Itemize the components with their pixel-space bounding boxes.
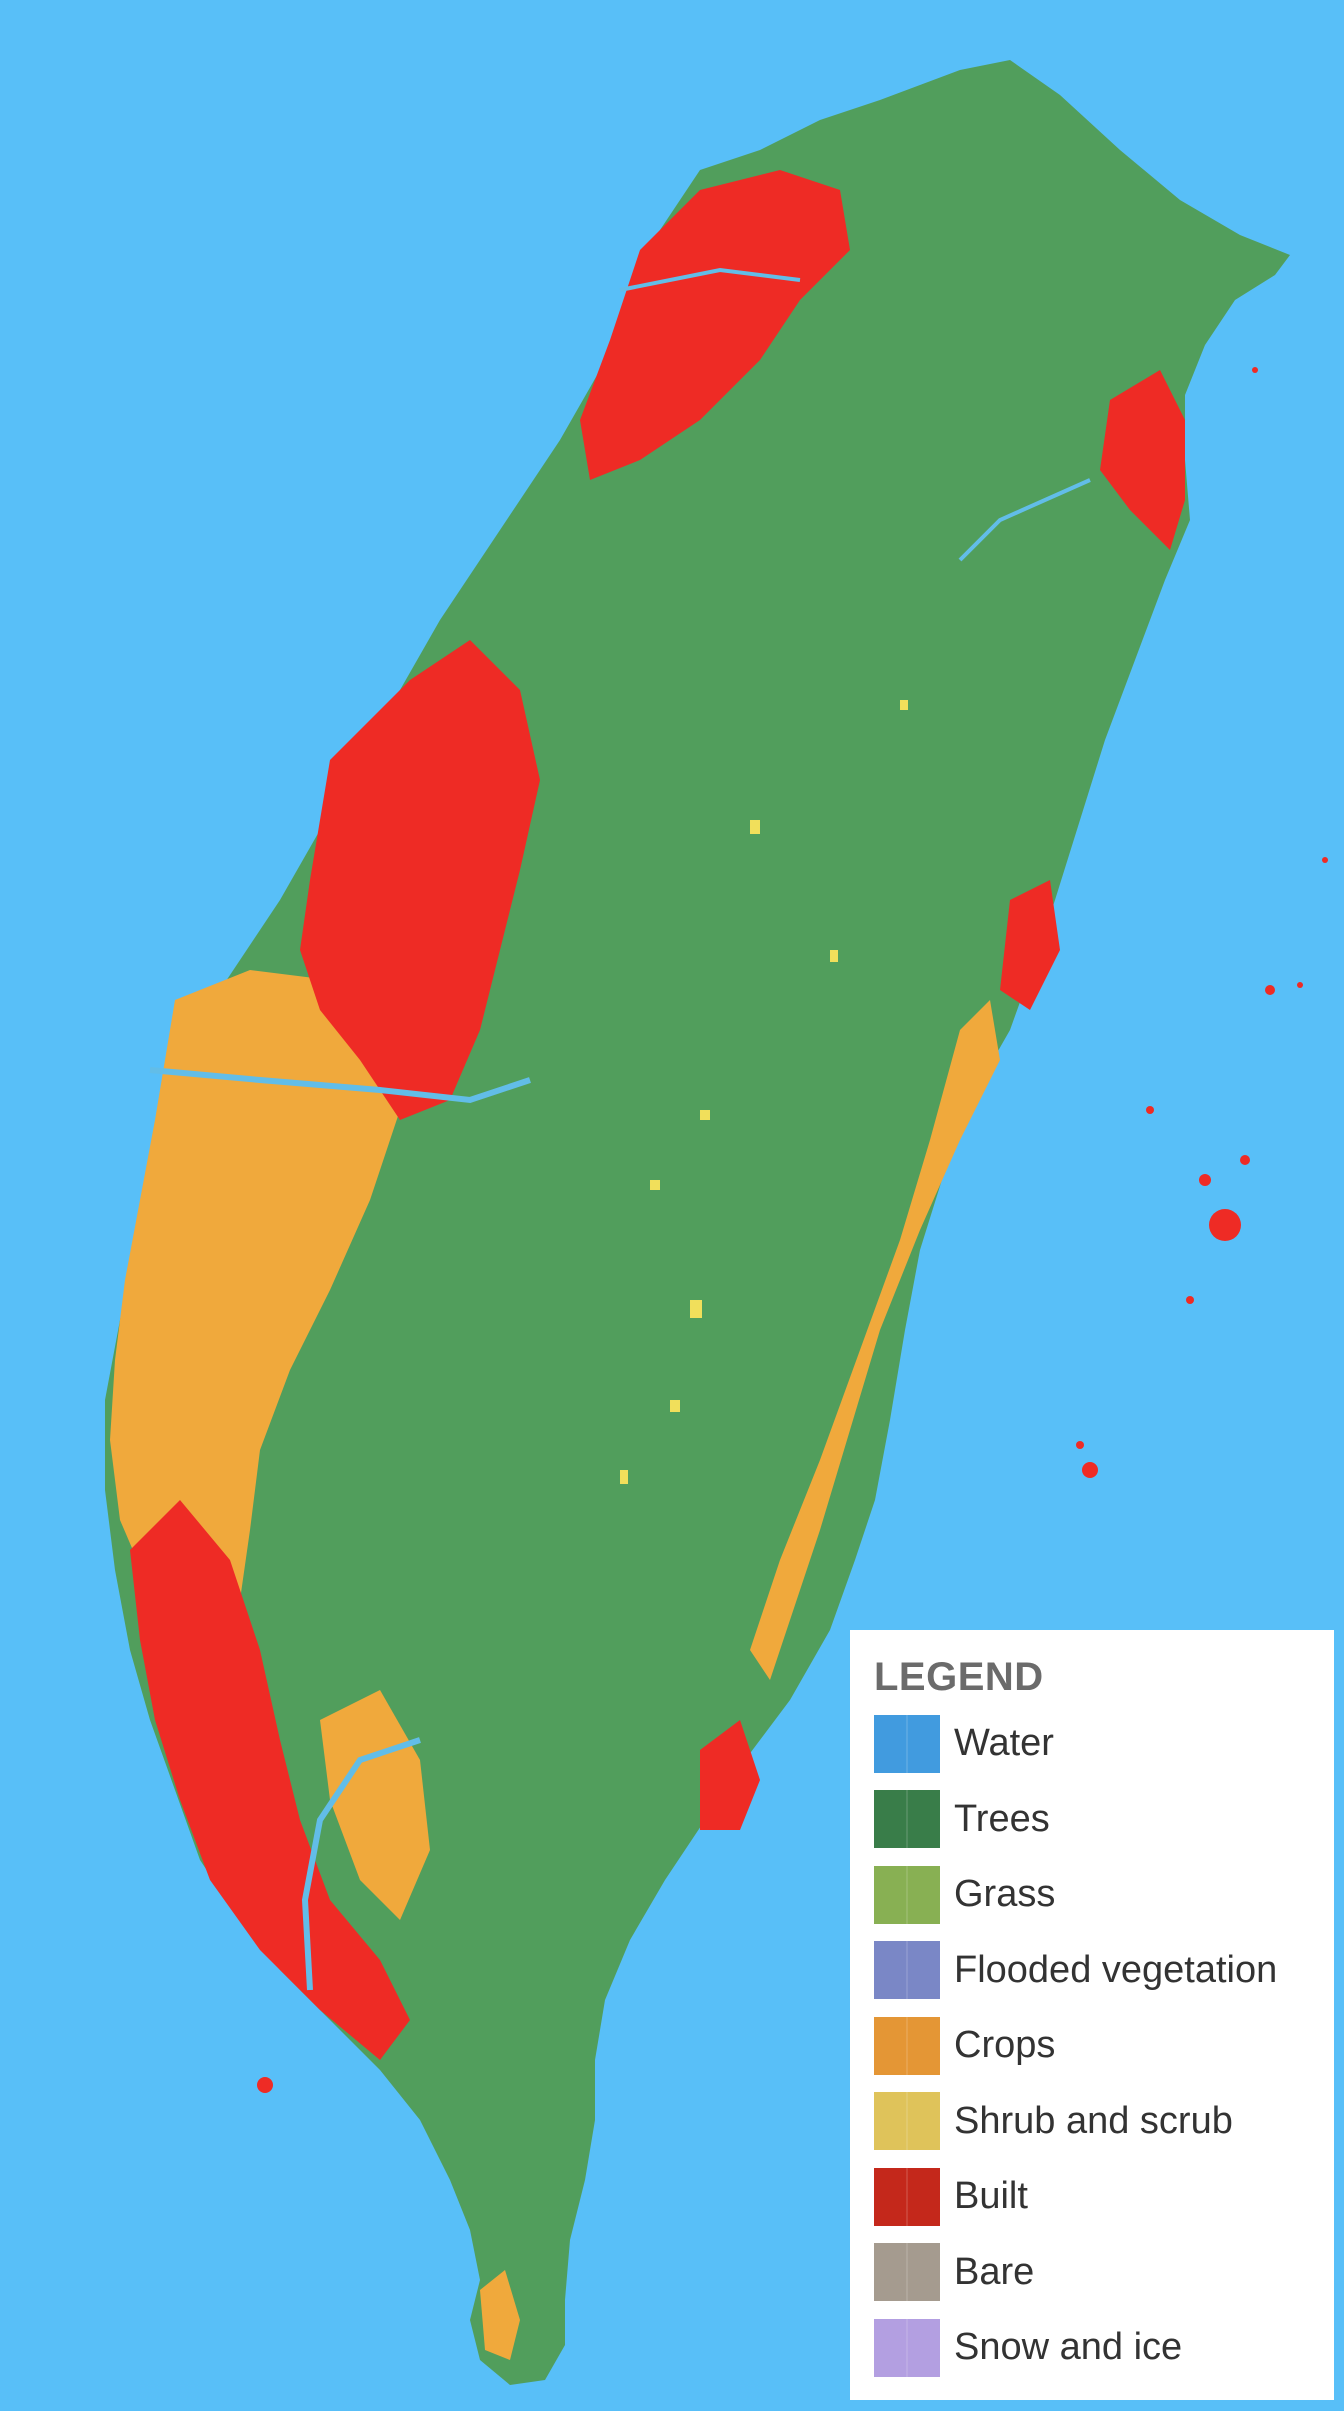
legend-item: Built bbox=[874, 2159, 1334, 2235]
river-east bbox=[958, 478, 1091, 562]
legend-item: Water bbox=[874, 1706, 1334, 1782]
trees-swatch bbox=[874, 1790, 940, 1849]
shrub-specks bbox=[620, 700, 908, 1484]
shrub-swatch bbox=[874, 2092, 940, 2151]
west-built-region bbox=[300, 640, 540, 1120]
crops-swatch bbox=[874, 2016, 940, 2075]
legend-item-label: Grass bbox=[954, 1873, 1056, 1916]
southwest-built-region bbox=[130, 1500, 410, 2060]
offshore-islets bbox=[257, 367, 1328, 2093]
south-tip-crops bbox=[480, 2270, 520, 2360]
legend-item: Flooded vegetation bbox=[874, 1933, 1334, 2009]
legend-item: Bare bbox=[874, 2235, 1334, 2311]
legend-item-label: Trees bbox=[954, 1797, 1050, 1840]
flooded-vegetation-swatch bbox=[874, 1941, 940, 2000]
river-north bbox=[619, 267, 801, 292]
north-built-region bbox=[580, 170, 850, 480]
legend-item-label: Bare bbox=[954, 2250, 1035, 2293]
river-zhuoshui bbox=[149, 1067, 531, 1104]
legend-item: Snow and ice bbox=[874, 2310, 1334, 2386]
legend-items: Water Trees Grass Flooded vegetation Crops Sh… bbox=[874, 1706, 1334, 2386]
east-built-hualien bbox=[1000, 880, 1060, 1010]
legend-item: Grass bbox=[874, 1857, 1334, 1933]
east-rift-crops bbox=[750, 1000, 1000, 1680]
legend-item-label: Crops bbox=[954, 2024, 1056, 2067]
water-swatch bbox=[874, 1714, 940, 1773]
river-gaoping bbox=[301, 1737, 421, 1991]
legend-title: LEGEND bbox=[874, 1655, 1044, 1699]
legend-item-label: Built bbox=[954, 2175, 1028, 2218]
bare-swatch bbox=[874, 2243, 940, 2302]
legend-item: Trees bbox=[874, 1782, 1334, 1858]
northeast-built-region bbox=[1100, 370, 1185, 550]
east-built-taitung bbox=[700, 1720, 760, 1830]
western-crops-region bbox=[110, 970, 400, 1610]
legend-item: Crops bbox=[874, 2008, 1334, 2084]
legend-item-label: Snow and ice bbox=[954, 2326, 1183, 2369]
snow-swatch bbox=[874, 2318, 940, 2377]
grass-swatch bbox=[874, 1865, 940, 1924]
map-legend: LEGEND Water Trees Grass Flooded vegetation… bbox=[850, 1630, 1334, 2400]
built-swatch bbox=[874, 2167, 940, 2226]
legend-item: Shrub and scrub bbox=[874, 2084, 1334, 2160]
legend-item-label: Water bbox=[954, 1722, 1054, 1765]
legend-item-label: Flooded vegetation bbox=[954, 1948, 1278, 1991]
legend-item-label: Shrub and scrub bbox=[954, 2099, 1233, 2142]
